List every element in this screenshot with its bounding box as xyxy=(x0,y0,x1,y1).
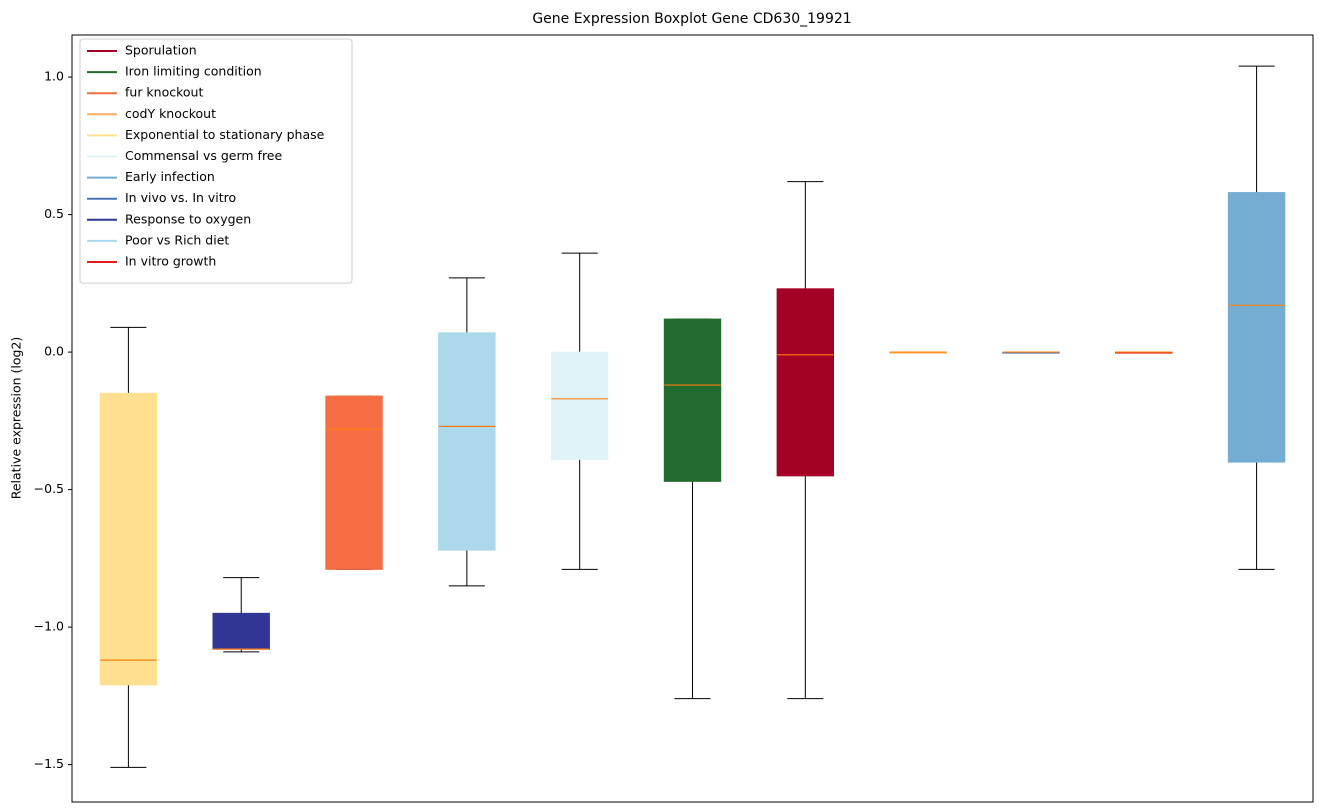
legend-label: In vivo vs. In vitro xyxy=(125,190,236,205)
box xyxy=(325,395,383,570)
legend-label: fur knockout xyxy=(125,85,203,100)
legend-label: In vitro growth xyxy=(125,254,216,269)
legend-frame xyxy=(79,38,353,284)
box xyxy=(99,392,158,686)
legend-label: codY knockout xyxy=(125,106,216,121)
box xyxy=(438,332,496,551)
legend-label: Poor vs Rich diet xyxy=(125,232,229,247)
chart-title: Gene Expression Boxplot Gene CD630_19921 xyxy=(532,11,851,27)
box-group xyxy=(438,277,496,587)
box-group xyxy=(889,351,947,354)
y-tick-label: 0.0 xyxy=(44,344,64,359)
y-axis-label: Relative expression (log2) xyxy=(9,337,24,500)
box-group xyxy=(776,181,835,700)
y-tick-label: 1.0 xyxy=(44,69,64,84)
box xyxy=(1227,192,1286,463)
box-group xyxy=(1115,351,1173,354)
y-tick-label: −0.5 xyxy=(34,481,64,496)
plot-frame xyxy=(71,34,1314,803)
box-group xyxy=(550,252,609,570)
box-group xyxy=(1227,65,1286,570)
legend-label: Sporulation xyxy=(125,43,197,58)
box-group xyxy=(663,318,722,700)
y-tick-label: −1.5 xyxy=(34,756,64,771)
legend-label: Commensal vs germ free xyxy=(125,148,282,163)
box xyxy=(212,612,270,650)
legend-label: Iron limiting condition xyxy=(125,64,262,79)
box xyxy=(663,318,722,482)
box xyxy=(776,288,835,477)
legend: Sporulation Iron limiting condition fur kn… xyxy=(79,38,353,284)
box-group xyxy=(1002,351,1060,354)
legend-label: Response to oxygen xyxy=(125,211,251,226)
y-tick-label: 0.5 xyxy=(44,206,64,221)
y-tick-label: −1.0 xyxy=(34,619,64,634)
box-group xyxy=(212,577,270,653)
box xyxy=(550,351,609,460)
legend-label: Exponential to stationary phase xyxy=(125,127,325,142)
box-group xyxy=(99,326,158,768)
legend-label: Early infection xyxy=(125,169,215,184)
box-group xyxy=(325,395,383,570)
